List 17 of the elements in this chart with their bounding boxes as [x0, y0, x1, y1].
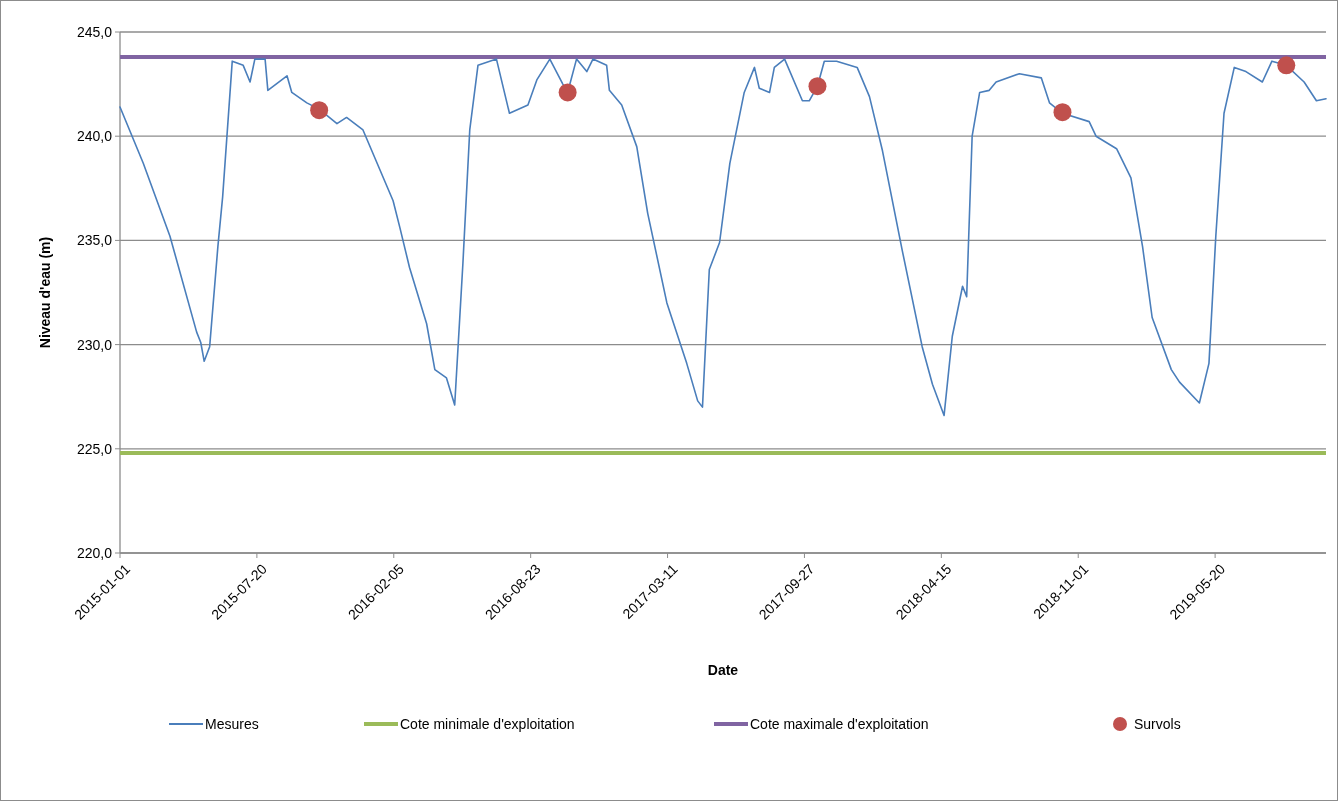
- y-tick-label: 235,0: [76, 232, 113, 249]
- point: [558, 83, 577, 102]
- legend-label: Mesures: [205, 715, 259, 732]
- y-tick-label: 220,0: [76, 544, 113, 561]
- point: [808, 77, 827, 96]
- y-axis-title: Niveau d'eau (m): [37, 236, 53, 349]
- y-tick-label: 225,0: [76, 440, 113, 457]
- legend-label: Survols: [1134, 715, 1181, 732]
- legend-label: Cote minimale d'exploitation: [400, 715, 575, 732]
- point: [1277, 56, 1296, 75]
- point: [1053, 103, 1072, 122]
- x-axis-title: Date: [707, 662, 739, 678]
- legend-label: Cote maximale d'exploitation: [750, 715, 929, 732]
- y-tick-label: 240,0: [76, 128, 113, 145]
- y-tick-label: 245,0: [76, 23, 113, 40]
- y-tick-label: 230,0: [76, 336, 113, 353]
- point: [310, 101, 329, 120]
